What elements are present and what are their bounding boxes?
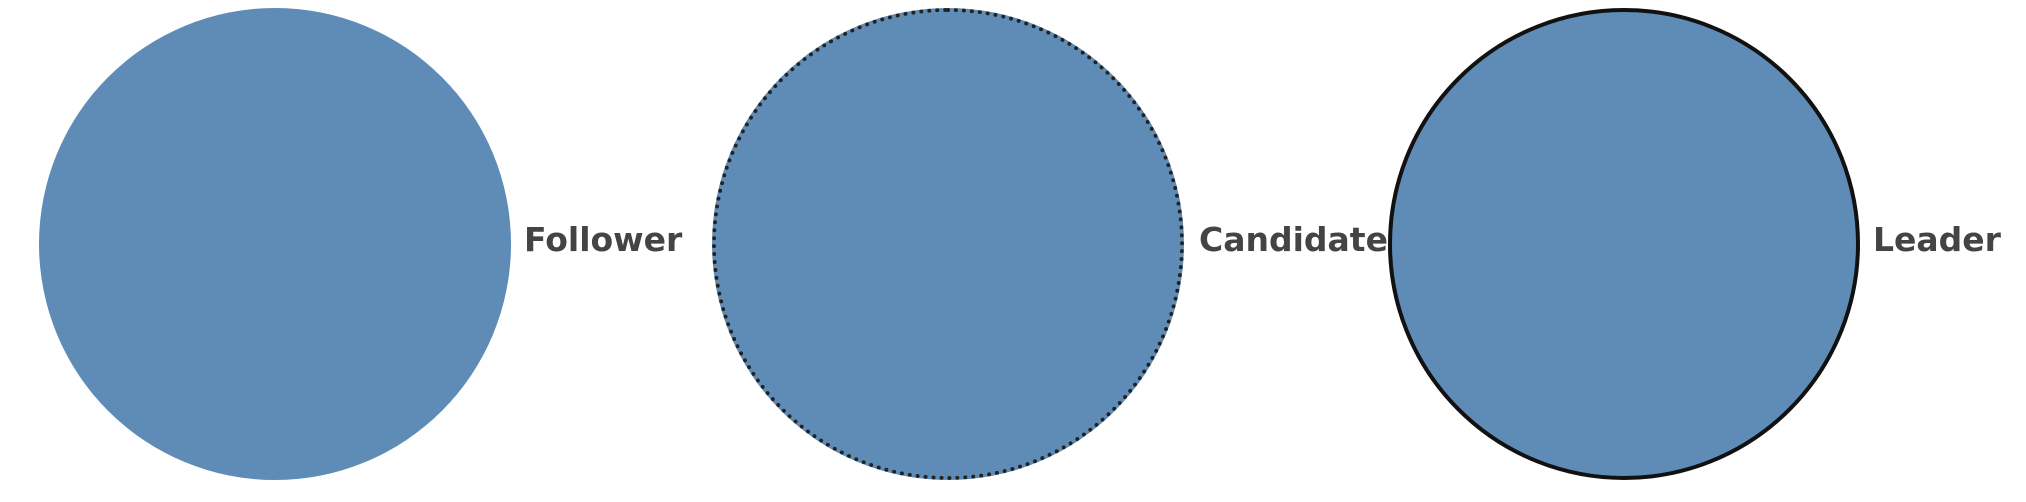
leader-label: Leader — [1873, 220, 2001, 259]
leader-node — [1388, 8, 1860, 480]
candidate-label: Candidate — [1199, 220, 1388, 259]
follower-label: Follower — [524, 220, 683, 259]
follower-node — [39, 8, 511, 480]
candidate-node — [712, 8, 1184, 480]
